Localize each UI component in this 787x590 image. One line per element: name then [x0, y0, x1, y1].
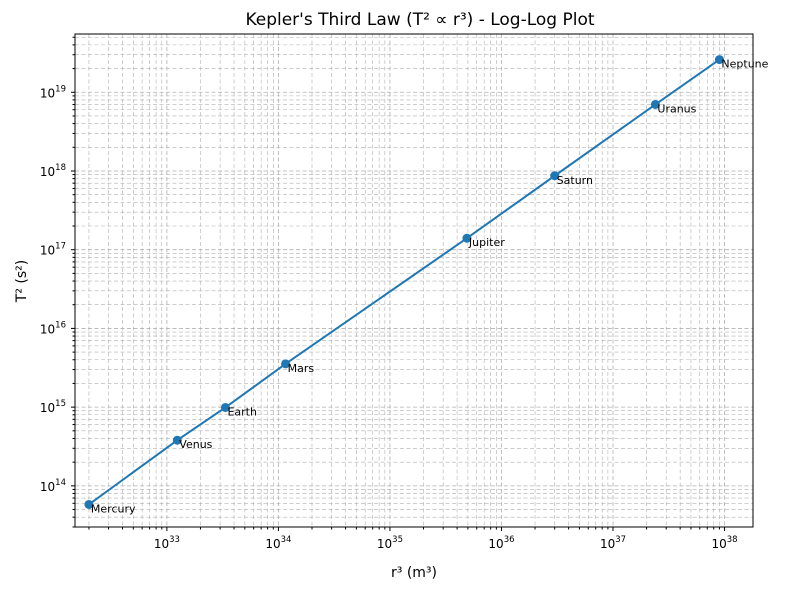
point-label-saturn: Saturn: [557, 174, 593, 187]
series-planets: [84, 55, 724, 509]
x-tick-labels: 1033 1034 1035 1036 1037 1038: [154, 535, 738, 551]
y-axis-label: T² (s²): [14, 260, 30, 303]
point-marker-uranus: [650, 99, 660, 109]
x-tick-label: 1035: [377, 535, 403, 551]
x-tick-label: 1038: [711, 535, 737, 551]
y-tick-label: 1016: [40, 320, 66, 336]
point-marker-saturn: [550, 171, 560, 181]
y-tick-label: 1019: [40, 84, 66, 100]
point-labels: Mercury Venus Earth Mars Jupiter Saturn Uranus…: [91, 58, 769, 516]
point-label-neptune: Neptune: [721, 58, 768, 71]
point-marker-earth: [220, 402, 230, 412]
point-label-earth: Earth: [227, 405, 257, 418]
y-tick-labels: 1014 1015 1016 1017 1018 1019: [40, 84, 66, 494]
point-marker-mars: [281, 359, 291, 369]
point-label-jupiter: Jupiter: [468, 236, 505, 249]
y-tick-label: 1014: [40, 478, 66, 494]
plot-frame: [74, 33, 754, 528]
series-line: [88, 58, 721, 506]
grid: [75, 34, 753, 528]
point-label-uranus: Uranus: [657, 102, 696, 115]
x-tick-label: 1033: [154, 535, 180, 551]
x-tick-label: 1034: [265, 535, 291, 551]
point-marker-venus: [172, 435, 182, 445]
point-marker-jupiter: [462, 233, 472, 243]
point-label-mars: Mars: [288, 362, 315, 375]
y-tick-label: 1015: [40, 399, 66, 415]
point-label-venus: Venus: [179, 438, 212, 451]
point-label-mercury: Mercury: [91, 502, 136, 515]
y-tick-label: 1018: [40, 163, 66, 179]
point-marker-mercury: [84, 499, 94, 509]
x-axis-label: r³ (m³): [391, 565, 437, 581]
y-tick-label: 1017: [40, 242, 66, 258]
x-tick-label: 1036: [488, 535, 514, 551]
x-tick-label: 1037: [600, 535, 626, 551]
axis-ticks: [71, 36, 726, 531]
chart-title: Kepler's Third Law (T² ∝ r³) - Log-Log P…: [245, 10, 594, 30]
point-marker-neptune: [714, 55, 724, 65]
